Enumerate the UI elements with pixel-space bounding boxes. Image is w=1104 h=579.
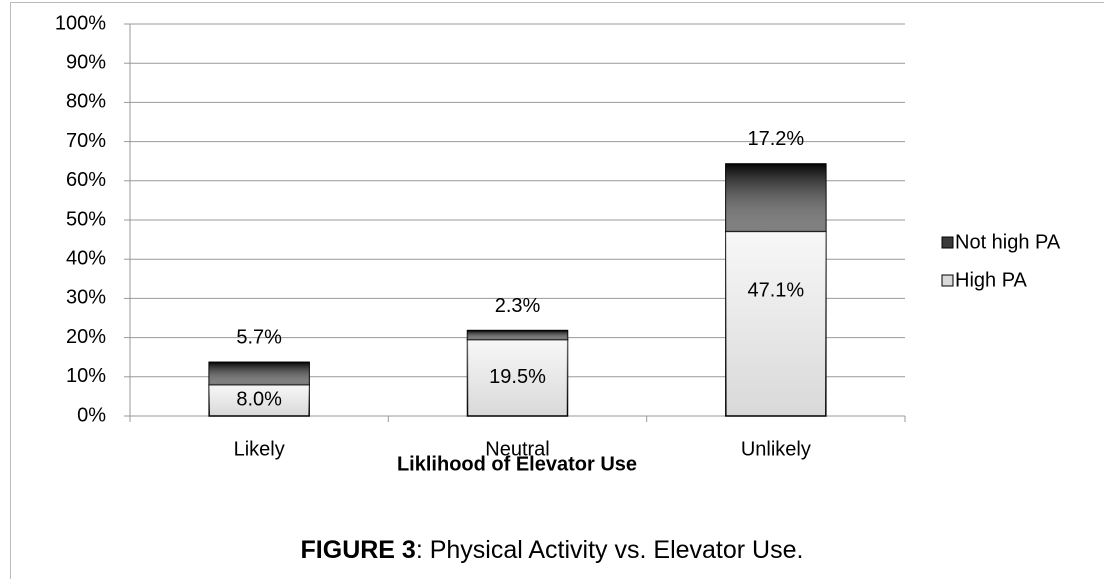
y-tick-label: 80% xyxy=(66,91,106,113)
y-tick-label: 20% xyxy=(66,326,106,348)
data-label: 47.1% xyxy=(747,280,804,302)
legend-label: High PA xyxy=(955,269,1028,291)
y-tick-label: 100% xyxy=(55,12,106,34)
y-tick-label: 10% xyxy=(66,365,106,387)
caption-text: : Physical Activity vs. Elevator Use. xyxy=(416,536,804,564)
data-label: 8.0% xyxy=(236,389,282,411)
data-label: 5.7% xyxy=(236,327,282,349)
y-tick-label: 70% xyxy=(66,130,106,152)
caption-label: FIGURE 3 xyxy=(301,536,416,564)
y-tick-label: 30% xyxy=(66,287,106,309)
data-label: 2.3% xyxy=(495,295,541,317)
bar-shade xyxy=(725,231,826,416)
bar-shade xyxy=(209,362,310,385)
y-tick-label: 50% xyxy=(66,208,106,230)
legend-swatch xyxy=(941,236,954,249)
bar-shade xyxy=(467,330,568,340)
bar-shade xyxy=(209,384,310,416)
x-tick-label: Neutral xyxy=(485,438,549,460)
y-tick-label: 90% xyxy=(66,51,106,73)
bar-shade xyxy=(725,163,826,232)
x-tick-label: Likely xyxy=(234,438,285,460)
y-tick-label: 0% xyxy=(77,404,106,426)
caption: FIGURE 3: Physical Activity vs. Elevator… xyxy=(301,536,804,564)
y-tick-label: 60% xyxy=(66,169,106,191)
data-label: 19.5% xyxy=(489,366,546,388)
data-label: 17.2% xyxy=(747,128,804,150)
legend-label: Not high PA xyxy=(955,231,1061,253)
x-tick-label: Unlikely xyxy=(741,438,811,460)
y-tick-label: 40% xyxy=(66,247,106,269)
legend-swatch xyxy=(941,274,954,287)
x-axis-title: Liklihood of Elevator Use xyxy=(397,453,637,475)
frame xyxy=(10,2,1104,579)
bar-shade xyxy=(467,339,568,416)
